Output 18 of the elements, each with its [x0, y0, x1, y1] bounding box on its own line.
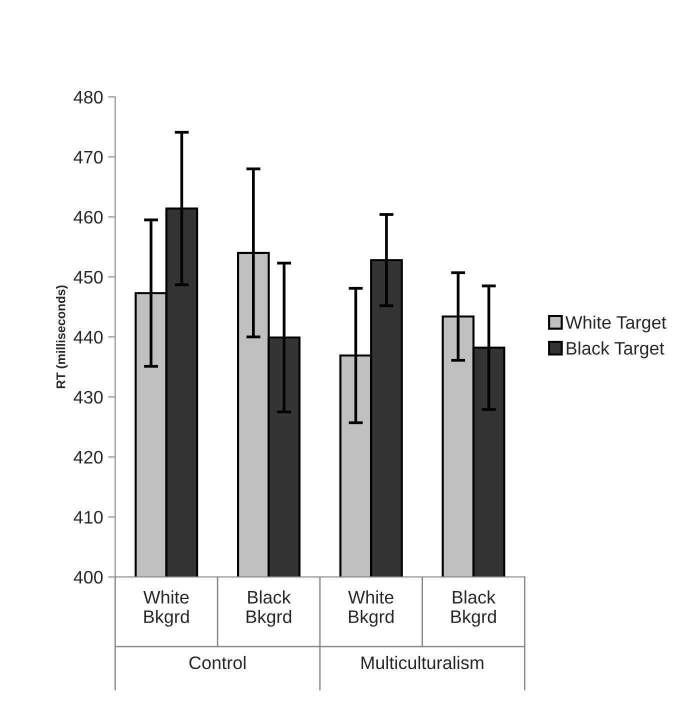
- y-tick-label: 440: [74, 330, 103, 344]
- y-tick-label: 430: [74, 390, 103, 404]
- y-tick-label: 450: [74, 270, 103, 284]
- x-tick-label: Black Bkgrd: [246, 590, 292, 627]
- y-tick-label: 460: [74, 210, 103, 224]
- text: Multiculturalism: [362, 656, 484, 670]
- y-tick-label: 480: [74, 90, 103, 104]
- y-tick-label: 410: [74, 510, 103, 524]
- x-tick-label: White Bkgrd: [348, 590, 394, 627]
- x-tick-label: Black Bkgrd: [451, 590, 496, 627]
- y-tick-label: 420: [74, 450, 103, 464]
- legend-label: Black Target: [566, 341, 664, 358]
- y-axis-title: RT (milliseconds): [56, 285, 68, 388]
- y-tick-label: 400: [74, 570, 103, 584]
- x-tick-label: White Bkgrd: [143, 590, 189, 627]
- y-tick-label: 470: [74, 150, 103, 164]
- text: Control: [189, 656, 246, 670]
- legend-label: White Target: [565, 316, 666, 332]
